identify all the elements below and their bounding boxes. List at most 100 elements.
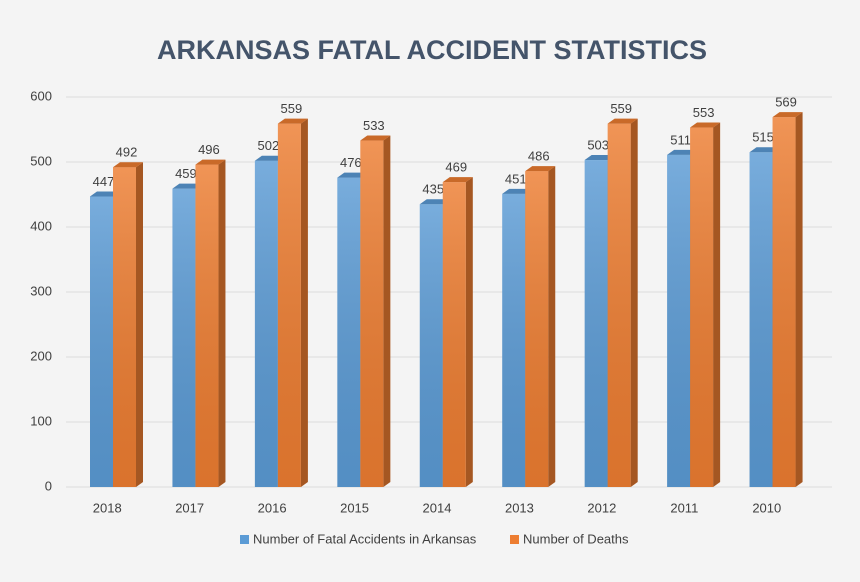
x-tick-label: 2014 <box>423 500 452 515</box>
bar-top-shade <box>442 177 473 183</box>
bar-front-shade <box>667 154 691 487</box>
bar-top <box>584 155 615 161</box>
bar-front-shade <box>607 123 631 488</box>
bar-front-shade <box>254 160 278 487</box>
bar-side <box>136 162 143 487</box>
bar-side-shade <box>465 177 473 487</box>
y-tick-label: 500 <box>30 153 52 168</box>
bar-front-shade <box>525 171 549 487</box>
data-label: 486 <box>528 149 550 164</box>
bar-top <box>360 135 391 141</box>
data-label: 553 <box>693 105 715 120</box>
bar-front-shade <box>90 196 113 487</box>
bar-front-shade <box>172 188 196 487</box>
bar-top <box>277 118 308 124</box>
data-label: 533 <box>363 118 385 133</box>
data-label: 559 <box>281 101 303 116</box>
bar-top-shade <box>667 149 698 155</box>
bar-side-shade <box>713 122 721 488</box>
bar-front-shade <box>337 177 361 487</box>
bar-side <box>218 159 226 487</box>
y-tick-label: 100 <box>30 413 52 428</box>
y-tick-label: 600 <box>30 88 52 103</box>
bar-side-shade <box>548 166 556 487</box>
bar-top <box>195 159 226 165</box>
bar <box>525 166 556 487</box>
data-label: 496 <box>198 142 220 157</box>
x-tick-label: 2016 <box>258 500 287 515</box>
y-tick-label: 400 <box>30 218 52 233</box>
bar-front-shade <box>195 164 219 487</box>
bar-side <box>630 118 638 488</box>
bar-top-shade <box>502 188 533 194</box>
data-label: 435 <box>422 182 444 197</box>
x-tick-label: 2011 <box>670 500 698 515</box>
legend-swatch <box>240 535 249 544</box>
bar-top-shade <box>337 172 368 178</box>
data-label: 451 <box>505 171 527 186</box>
bar-front-shade <box>690 127 714 488</box>
bar-top <box>419 199 450 205</box>
data-label: 476 <box>340 155 362 170</box>
bar-front-shade <box>419 204 443 487</box>
bar-top <box>113 162 143 168</box>
bar-top <box>254 155 285 161</box>
bar-top <box>502 188 533 194</box>
data-label: 502 <box>258 138 280 153</box>
bar-side <box>465 177 473 487</box>
bar-top-shade <box>90 191 120 197</box>
bar-front-shade <box>277 123 301 488</box>
x-tick-label: 2012 <box>587 500 616 515</box>
data-label: 459 <box>175 166 197 181</box>
bar-top <box>607 118 638 124</box>
bar-side-shade <box>630 118 638 488</box>
bar-top-shade <box>749 147 780 153</box>
bar <box>690 122 721 488</box>
bar-side <box>300 118 308 488</box>
bar-top-shade <box>360 135 391 141</box>
bar-front-shade <box>113 167 136 487</box>
bar-side-shade <box>383 135 391 488</box>
bar <box>360 135 391 488</box>
bar-top-shade <box>584 155 615 161</box>
bar-top <box>772 112 803 118</box>
bar-top-shade <box>277 118 308 124</box>
x-tick-label: 2015 <box>340 500 369 515</box>
x-tick-label: 2010 <box>752 500 781 515</box>
legend-label: Number of Deaths <box>523 531 629 546</box>
bar-top-shade <box>419 199 450 205</box>
bar-front-shade <box>584 160 608 488</box>
x-tick-label: 2013 <box>505 500 534 515</box>
bar-side-shade <box>300 118 308 488</box>
bar-top <box>667 149 698 155</box>
data-label: 569 <box>775 95 797 110</box>
data-label: 515 <box>752 130 774 145</box>
data-label: 511 <box>670 132 691 147</box>
bar-side <box>713 122 721 488</box>
bar-top-shade <box>690 122 721 128</box>
bar-side-shade <box>795 112 803 488</box>
bar-top-shade <box>254 155 285 161</box>
bar-front-shade <box>772 117 796 488</box>
bar-front-shade <box>360 140 384 488</box>
data-label: 559 <box>610 101 632 116</box>
bar-top-shade <box>113 162 143 168</box>
bar-top <box>337 172 368 178</box>
bar <box>772 112 803 488</box>
bar-front-shade <box>442 182 466 487</box>
bar-top <box>525 166 556 172</box>
bar-top <box>690 122 721 128</box>
data-label: 447 <box>93 174 115 189</box>
bar-side <box>795 112 803 488</box>
y-tick-label: 200 <box>30 348 52 363</box>
chart-title: ARKANSAS FATAL ACCIDENT STATISTICS <box>157 35 707 65</box>
legend-swatch <box>510 535 519 544</box>
bar-top <box>90 191 120 197</box>
bar-top <box>442 177 473 183</box>
bar-side <box>383 135 391 488</box>
x-tick-label: 2017 <box>175 500 204 515</box>
bar-top-shade <box>607 118 638 124</box>
legend-label: Number of Fatal Accidents in Arkansas <box>253 531 477 546</box>
